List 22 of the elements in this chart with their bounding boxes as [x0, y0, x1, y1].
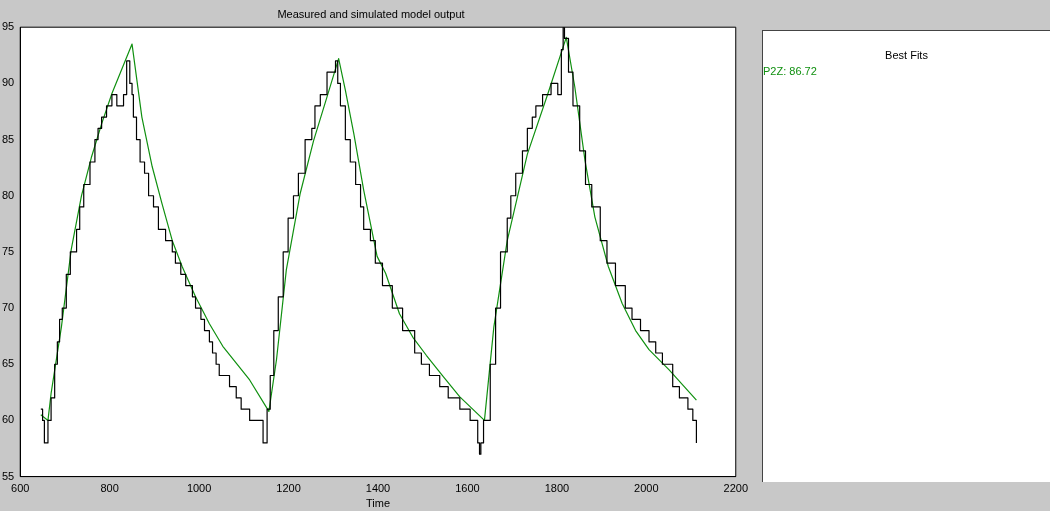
x-tick-label: 1600: [455, 482, 480, 495]
legend-title: Best Fits: [884, 49, 929, 61]
y-tick-label: 90: [1, 76, 15, 89]
x-tick-label: 600: [11, 482, 30, 495]
y-tick-label: 75: [1, 244, 15, 257]
x-tick-label: 1200: [276, 482, 301, 495]
y-tick-label: 60: [1, 413, 15, 426]
y-tick-label: 95: [1, 20, 15, 33]
x-tick-label: 1800: [544, 482, 570, 495]
x-tick-label: 800: [100, 482, 119, 495]
text: P2Z: 86.72: [763, 65, 818, 77]
x-axis-title: Time: [365, 497, 391, 510]
y-tick-label: 55: [1, 469, 15, 482]
x-tick-label: 1400: [365, 482, 391, 495]
x-tick-label: 2200: [723, 482, 749, 495]
y-tick-label: 85: [1, 132, 15, 145]
y-tick-label: 65: [1, 357, 15, 370]
chart-title: Measured and simulated model output: [277, 7, 465, 20]
x-tick-label: 2000: [634, 482, 659, 495]
y-tick-label: 70: [1, 301, 15, 314]
y-tick-label: 80: [1, 188, 15, 201]
x-tick-label: 1000: [186, 482, 212, 495]
